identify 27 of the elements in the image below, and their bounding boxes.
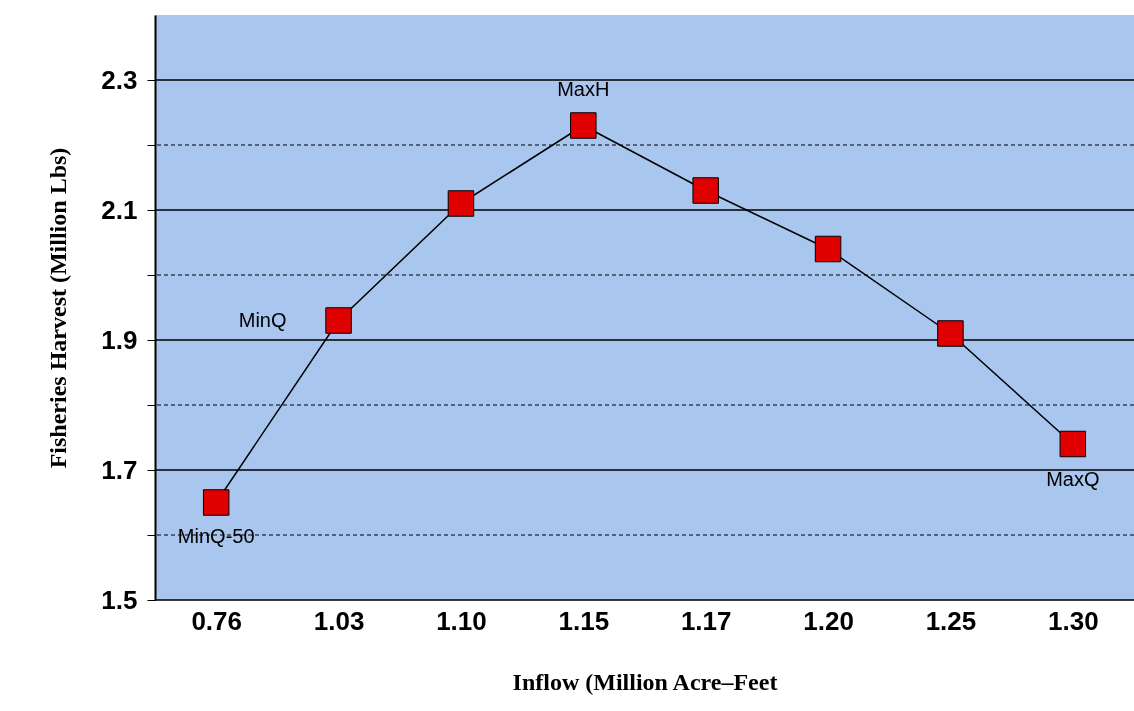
y-tick-label: 2.3 [101,64,138,95]
x-tick-label: 1.30 [1048,605,1099,636]
x-tick-label: 1.10 [436,605,487,636]
point [692,177,719,204]
y-tick-label: 1.5 [101,584,138,615]
x-tick-label: 1.15 [558,605,610,636]
x-tick-label: 1.20 [803,605,854,636]
point [1059,430,1087,458]
point [570,112,597,139]
annotation: MinQ [238,308,287,331]
point [325,307,352,334]
x-tick-label: 1.03 [313,605,365,636]
point [814,235,842,263]
annotation: MaxH [557,77,610,100]
annotation: MaxQ [1046,468,1100,490]
x-axis-title: Inflow (Million Acre–Feet [512,668,778,695]
x-tick-label: 1.25 [925,605,977,636]
y-axis-title: Fisheries Harvest (Million Lbs) [45,147,72,469]
point [447,190,475,217]
y-tick-label: 1.9 [101,324,138,355]
y-tick-label: 2.1 [101,194,138,225]
annotation: MinQ-50 [177,524,255,547]
x-tick-label: 1.17 [680,605,732,636]
x-tick-label: 0.76 [191,605,242,636]
point [202,489,230,516]
point [937,320,964,347]
y-tick-label: 1.7 [101,454,138,485]
